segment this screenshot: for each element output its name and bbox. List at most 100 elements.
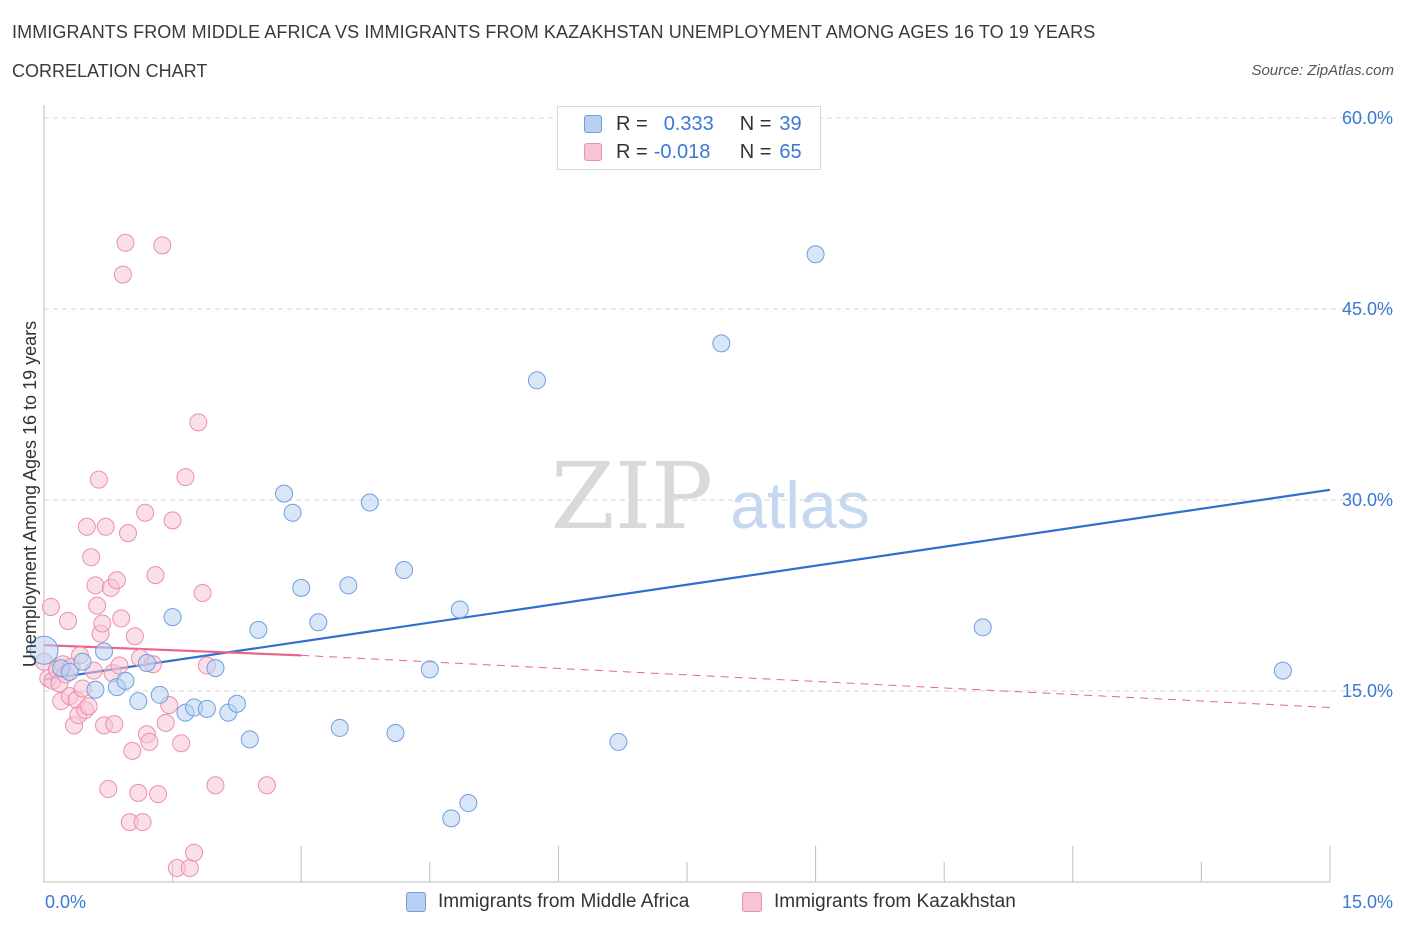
bottom-legend-label-kazakhstan: Immigrants from Kazakhstan [774, 891, 1016, 912]
middle-africa-point [339, 576, 358, 595]
bottom-legend-swatch-middle-africa [406, 892, 426, 912]
middle-africa-point [86, 680, 105, 699]
kazakhstan-point [113, 265, 132, 284]
legend-n-label: N = [739, 112, 772, 135]
middle-africa-point [275, 484, 294, 503]
kazakhstan-point [129, 783, 148, 802]
middle-africa-point [240, 730, 259, 749]
kazakhstan-point [89, 470, 108, 489]
kazakhstan-point [193, 583, 212, 602]
middle-africa-point [249, 620, 268, 639]
kazakhstan-point [107, 571, 126, 590]
kazakhstan-point [105, 715, 124, 734]
middle-africa-point [973, 618, 992, 637]
kazakhstan-point [41, 597, 60, 616]
kazakhstan-point [153, 236, 172, 255]
middle-africa-point [1273, 661, 1292, 680]
legend-swatch-kazakhstan [584, 143, 602, 161]
kazakhstan-point [119, 524, 138, 543]
y-tick-label: 45.0% [1342, 299, 1393, 319]
middle-africa-point [360, 493, 379, 512]
kazakhstan-point [59, 611, 78, 630]
kazakhstan-point [176, 468, 195, 487]
grid-layer [44, 117, 1392, 692]
kazakhstan-point [86, 576, 105, 595]
kazakhstan-point [125, 627, 144, 646]
legend-n-value: 65 [779, 140, 802, 163]
middle-africa-point [292, 578, 311, 597]
kazakhstan-point [140, 732, 159, 751]
y-axis-label: Unemployment Among Ages 16 to 19 years [20, 321, 40, 667]
middle-africa-point [73, 652, 92, 671]
watermark-zip: ZIP [551, 443, 713, 550]
middle-africa-point [459, 794, 478, 813]
bottom-legend-swatch-kazakhstan [742, 892, 762, 912]
legend-r-value: 0.333 [663, 112, 714, 135]
legend-n-label: N = [739, 140, 772, 163]
middle-africa-point [330, 718, 349, 737]
legend-r-label: R = [616, 140, 648, 163]
middle-africa-point [450, 600, 469, 619]
middle-africa-point [137, 653, 156, 672]
middle-africa-point [227, 694, 246, 713]
kazakhstan-trendline [43, 644, 302, 657]
kazakhstan-point [88, 596, 107, 615]
middle-africa-point [609, 732, 628, 751]
kazakhstan-point [79, 697, 98, 716]
kazakhstan-point [82, 548, 101, 567]
kazakhstan-point [146, 566, 165, 585]
middle-africa-point [309, 613, 328, 632]
kazakhstan-point [77, 517, 96, 536]
middle-africa-point [163, 608, 182, 627]
watermark: ZIP atlas [551, 443, 870, 550]
kazakhstan-point [163, 511, 182, 530]
kazakhstan-point [112, 609, 131, 628]
kazakhstan-point [172, 734, 191, 753]
axis-layer: 15.0% 30.0% 45.0% 60.0% [43, 105, 1393, 883]
middle-africa-point [420, 660, 439, 679]
chart-title: IMMIGRANTS FROM MIDDLE AFRICA VS IMMIGRA… [12, 22, 1096, 42]
kazakhstan-point [257, 776, 276, 795]
legend-r-label: R = [616, 112, 648, 135]
bottom-legend-middle-africa: Immigrants from Middle Africa [406, 889, 689, 915]
legend-row-kazakhstan: R = -0.018 N = 65 [584, 139, 802, 165]
middle-africa-point [116, 671, 135, 690]
legend-n-value: 39 [779, 112, 802, 135]
points-layer [29, 233, 1292, 877]
middle-africa-point [29, 635, 59, 665]
kazakhstan-point [136, 503, 155, 522]
y-tick-label: 30.0% [1342, 490, 1393, 510]
middle-africa-point [95, 642, 114, 661]
kazakhstan-point [123, 741, 142, 760]
middle-africa-point [386, 724, 405, 743]
y-tick-label: 60.0% [1342, 108, 1393, 128]
kazakhstan-point [149, 785, 168, 804]
x-tick-label-max: 15.0% [1342, 892, 1393, 912]
kazakhstan-point [93, 614, 112, 633]
kazakhstan-point [156, 713, 175, 732]
stats-legend: R = 0.333 N = 39 R = -0.018 N = 65 [557, 106, 821, 170]
chart-subtitle: CORRELATION CHART [12, 61, 208, 81]
middle-africa-point [129, 692, 148, 711]
middle-africa-point [395, 561, 414, 580]
middle-africa-point [806, 245, 825, 264]
kazakhstan-point [180, 858, 199, 877]
bottom-legend-kazakhstan: Immigrants from Kazakhstan [742, 889, 1016, 915]
kazakhstan-point [116, 233, 135, 252]
middle-africa-trendline [43, 488, 1331, 681]
kazakhstan-point [99, 780, 118, 799]
kazakhstan-point [133, 813, 152, 832]
legend-r-value: -0.018 [653, 140, 711, 163]
middle-africa-point [206, 659, 225, 678]
middle-africa-point [197, 699, 216, 718]
y-tick-label: 15.0% [1342, 681, 1393, 701]
watermark-atlas: atlas [730, 468, 869, 542]
x-tick-label-min: 0.0% [45, 892, 86, 912]
middle-africa-point [527, 371, 546, 390]
bottom-legend-label-middle-africa: Immigrants from Middle Africa [438, 891, 690, 912]
kazakhstan-trendline-extension [301, 654, 1331, 709]
legend-row-middle-africa: R = 0.333 N = 39 [584, 111, 802, 137]
middle-africa-point [150, 685, 169, 704]
kazakhstan-point [189, 413, 208, 432]
